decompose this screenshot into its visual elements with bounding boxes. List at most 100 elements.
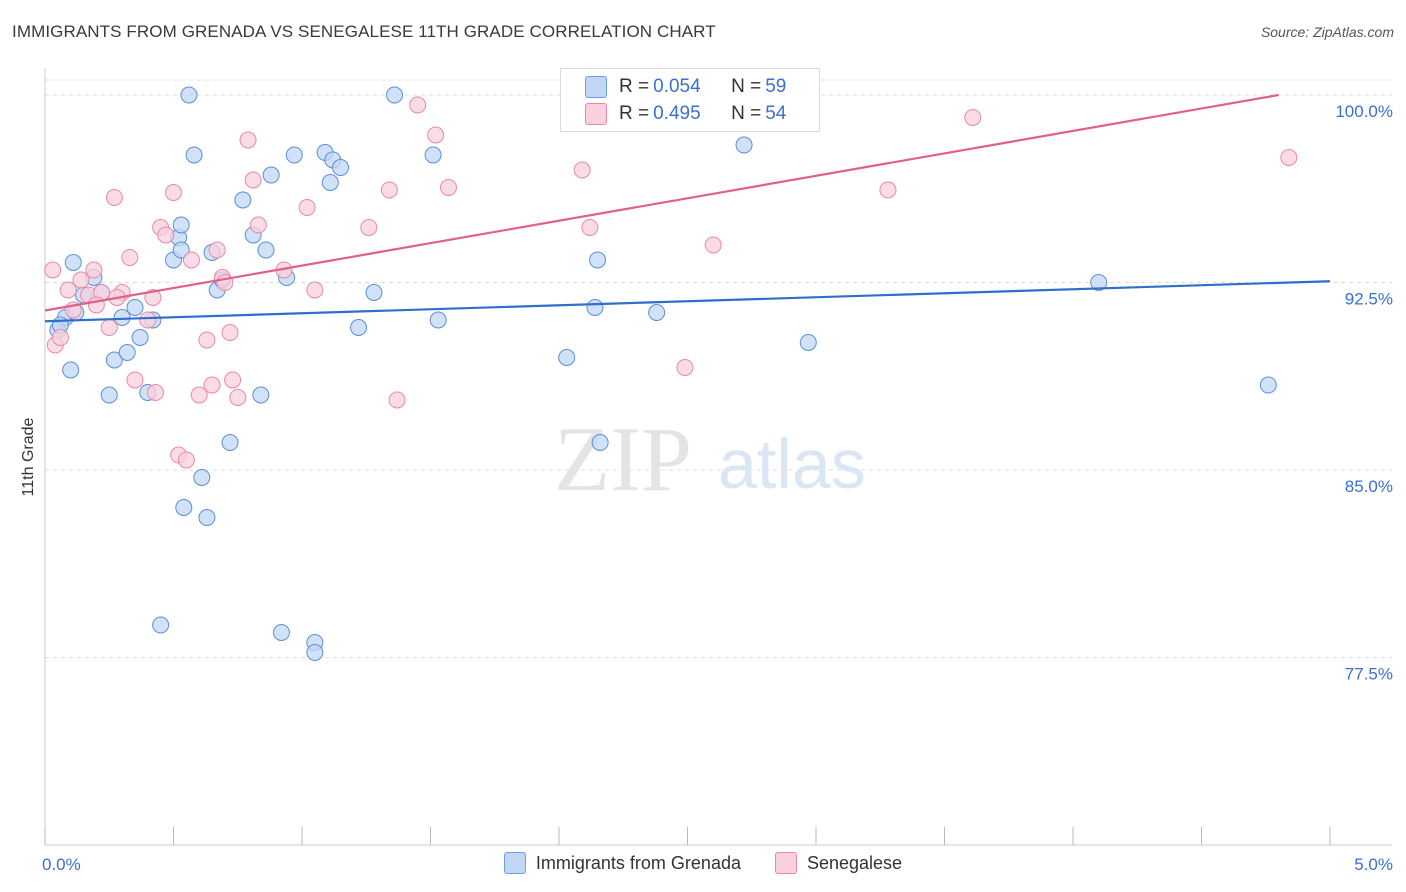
point-grenada-7 (100, 386, 118, 404)
point-grenada-52 (648, 304, 666, 321)
point-senegalese-26 (208, 241, 226, 259)
point-senegalese-34 (249, 216, 267, 234)
point-senegalese-51 (1280, 149, 1298, 166)
point-senegalese-24 (198, 331, 216, 349)
point-senegalese-15 (144, 289, 162, 306)
legend-item-senegalese[interactable]: Senegalese (774, 852, 903, 874)
point-senegalese-21 (177, 451, 195, 469)
n-label-senegalese: N = (731, 103, 762, 124)
legend-item-grenada[interactable]: Immigrants from Grenada (503, 852, 741, 874)
point-grenada-48 (558, 349, 576, 366)
point-grenada-8 (105, 351, 123, 369)
point-grenada-46 (424, 146, 442, 164)
point-grenada-21 (180, 86, 198, 104)
point-senegalese-22 (182, 251, 200, 269)
trend-line-grenada (44, 280, 1331, 323)
point-senegalese-31 (229, 389, 247, 406)
point-senegalese-14 (139, 311, 157, 329)
point-senegalese-0 (44, 261, 62, 279)
point-senegalese-50 (964, 109, 982, 126)
point-grenada-19 (172, 241, 190, 259)
point-senegalese-5 (72, 271, 90, 289)
point-grenada-43 (350, 319, 368, 336)
watermark-zip: ZIP (554, 408, 692, 510)
point-senegalese-25 (203, 376, 221, 394)
watermark-atlas: atlas (718, 425, 866, 503)
point-grenada-45 (386, 86, 404, 104)
point-grenada-33 (262, 166, 280, 184)
point-grenada-29 (234, 191, 252, 209)
point-senegalese-19 (165, 184, 182, 201)
y-tick-label-0: 77.5% (1345, 665, 1393, 684)
point-senegalese-43 (439, 179, 457, 196)
point-grenada-12 (131, 329, 149, 346)
point-senegalese-2 (51, 329, 69, 346)
n-label-grenada: N = (731, 76, 762, 97)
x-tick-label-0: 0.0% (42, 855, 81, 874)
r-value-grenada: 0.054 (653, 76, 701, 97)
point-senegalese-37 (306, 281, 324, 299)
point-grenada-3 (64, 254, 82, 271)
point-grenada-31 (252, 386, 270, 404)
n-value-grenada: 59 (765, 76, 787, 97)
point-grenada-22 (185, 146, 203, 164)
point-grenada-55 (1090, 274, 1108, 291)
y-tick-label-3: 100.0% (1335, 102, 1393, 121)
legend-label-senegalese: Senegalese (806, 852, 903, 873)
point-senegalese-44 (573, 161, 591, 179)
point-senegalese-45 (581, 219, 599, 236)
point-senegalese-32 (239, 131, 257, 149)
stats-row-grenada: R = 0.054 N = 59 (585, 74, 786, 100)
r-value-senegalese: 0.495 (653, 103, 701, 124)
point-senegalese-13 (126, 371, 144, 389)
point-grenada-54 (799, 334, 817, 351)
point-senegalese-30 (224, 371, 242, 389)
point-grenada-44 (365, 284, 383, 301)
y-tick-label-2: 92.5% (1345, 290, 1393, 309)
point-senegalese-3 (59, 281, 77, 299)
point-senegalese-47 (704, 236, 722, 254)
point-senegalese-52 (87, 296, 105, 314)
point-grenada-47 (429, 311, 447, 329)
point-senegalese-39 (380, 181, 398, 199)
point-senegalese-28 (216, 274, 234, 291)
stats-box: R = 0.054 N = 59 R = 0.495 N = 54 (560, 68, 820, 132)
point-grenada-53 (735, 136, 753, 154)
trend-line-senegalese (44, 93, 1279, 312)
r-label-senegalese: R = (619, 103, 650, 124)
r-label-grenada: R = (619, 76, 650, 97)
point-grenada-18 (172, 216, 190, 234)
chart-title: IMMIGRANTS FROM GRENADA VS SENEGALESE 11… (12, 22, 716, 41)
point-grenada-40 (321, 174, 339, 191)
point-senegalese-10 (105, 189, 123, 206)
point-senegalese-46 (676, 359, 694, 376)
legend-swatch-senegalese (774, 852, 797, 874)
point-senegalese-23 (190, 386, 208, 404)
point-senegalese-9 (100, 319, 118, 336)
point-grenada-42 (332, 159, 350, 176)
stats-swatch-grenada (585, 76, 607, 98)
legend-swatch-grenada (503, 852, 526, 874)
point-grenada-50 (589, 251, 607, 269)
source-credit: Source: ZipAtlas.com (1260, 24, 1394, 40)
point-senegalese-38 (360, 219, 378, 236)
point-grenada-38 (306, 644, 324, 661)
point-senegalese-36 (298, 199, 316, 216)
point-grenada-15 (152, 616, 170, 634)
point-grenada-51 (591, 434, 609, 451)
x-tick-label-1: 5.0% (1354, 855, 1393, 874)
stats-row-senegalese: R = 0.495 N = 54 (585, 101, 786, 127)
point-senegalese-16 (147, 384, 165, 401)
point-grenada-34 (272, 624, 290, 641)
point-grenada-24 (198, 509, 216, 526)
stats-swatch-senegalese (585, 103, 607, 125)
point-senegalese-33 (244, 171, 262, 189)
legend-label-grenada: Immigrants from Grenada (535, 852, 741, 873)
y-axis-label: 11th Grade (20, 417, 37, 496)
point-senegalese-40 (388, 391, 406, 409)
point-grenada-10 (118, 344, 136, 361)
point-grenada-49 (586, 299, 604, 316)
point-senegalese-49 (879, 181, 897, 199)
point-grenada-32 (257, 241, 275, 259)
